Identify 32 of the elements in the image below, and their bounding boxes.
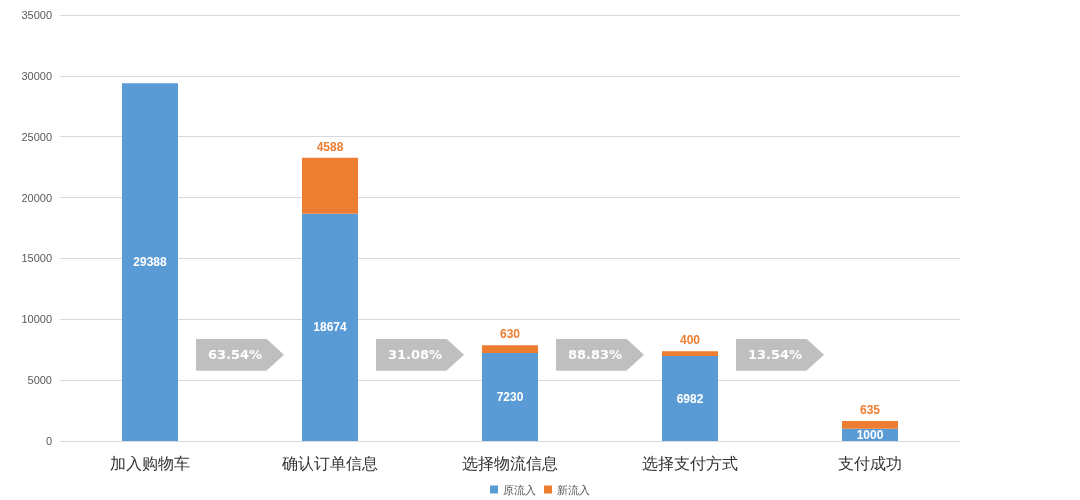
- data-label: 635: [859, 403, 881, 418]
- x-tick-label: 加入购物车: [110, 454, 190, 472]
- y-tick-label: 30000: [21, 69, 52, 82]
- data-label: 6982: [676, 391, 704, 406]
- x-tick-label: 选择支付方式: [642, 454, 738, 472]
- bar: [482, 353, 538, 441]
- y-tick-label: 25000: [21, 130, 52, 143]
- data-label: 630: [499, 327, 521, 342]
- y-tick-label: 10000: [21, 313, 52, 326]
- data-label: 18674: [313, 320, 348, 335]
- x-tick-label: 确认订单信息: [281, 454, 378, 472]
- data-label: 4588: [316, 139, 344, 154]
- x-tick-label: 支付成功: [838, 454, 902, 472]
- bar: [842, 421, 898, 429]
- legend-label: 原流入: [503, 483, 536, 496]
- bar: [302, 157, 358, 214]
- data-label: 1000: [856, 427, 884, 442]
- x-tick-label: 选择物流信息: [462, 454, 558, 472]
- bar: [662, 356, 718, 441]
- bar: [482, 345, 538, 353]
- y-tick-label: 20000: [21, 191, 52, 204]
- y-tick-label: 35000: [21, 9, 52, 21]
- data-label: 7230: [496, 390, 524, 404]
- y-tick-label: 15000: [21, 252, 52, 265]
- data-label: 29388: [133, 255, 168, 270]
- bar: [302, 213, 358, 441]
- bar: [122, 83, 178, 441]
- bar: [662, 351, 718, 357]
- y-tick-label: 0: [45, 435, 52, 447]
- data-label: 400: [679, 333, 701, 348]
- y-tick-label: 5000: [27, 374, 52, 387]
- legend-label: 新流入: [557, 483, 590, 496]
